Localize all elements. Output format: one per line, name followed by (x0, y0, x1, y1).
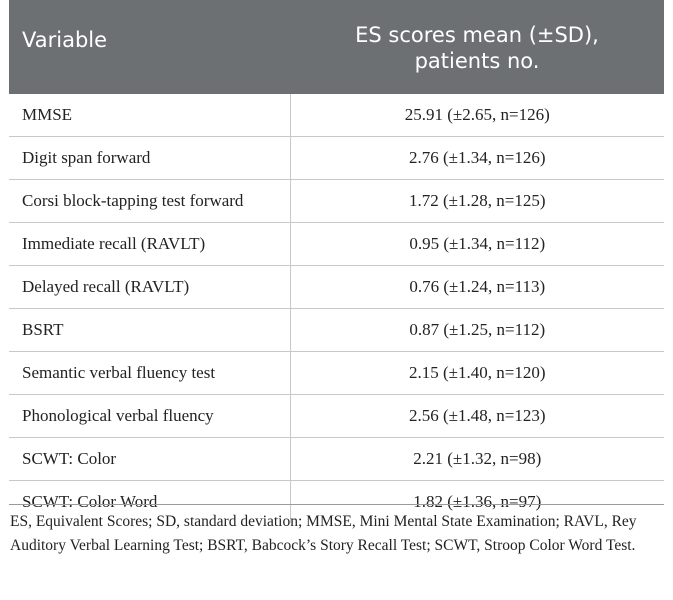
table-row: SCWT: Color Word 1.82 (±1.36, n=97) (9, 480, 664, 523)
table-row: Semantic verbal fluency test 2.15 (±1.40… (9, 351, 664, 395)
table-footnote: ES, Equivalent Scores; SD, standard devi… (10, 513, 637, 554)
value-cell: 0.76 (±1.24, n=113) (290, 265, 664, 309)
table-row: Delayed recall (RAVLT) 0.76 (±1.24, n=11… (9, 265, 664, 309)
variable-cell: Semantic verbal fluency test (9, 351, 291, 395)
table-row: SCWT: Color 2.21 (±1.32, n=98) (9, 437, 664, 481)
header-es-scores-line1: ES scores mean (±SD), (355, 23, 599, 47)
variable-cell: Digit span forward (9, 136, 291, 180)
variable-cell: Phonological verbal fluency (9, 394, 291, 438)
value-cell: 0.95 (±1.34, n=112) (290, 222, 664, 266)
value-cell: 1.72 (±1.28, n=125) (290, 179, 664, 223)
table-bottom-rule (9, 504, 664, 505)
value-cell: 2.21 (±1.32, n=98) (290, 437, 664, 481)
header-row: Variable ES scores mean (±SD), patients … (9, 0, 664, 94)
value-cell: 1.82 (±1.36, n=97) (413, 492, 542, 511)
variable-cell: Immediate recall (RAVLT) (9, 222, 291, 266)
variable-cell: BSRT (9, 308, 291, 352)
variable-cell: MMSE (9, 94, 291, 137)
value-cell: 2.56 (±1.48, n=123) (290, 394, 664, 438)
table-row: BSRT 0.87 (±1.25, n=112) (9, 308, 664, 352)
table-row: Digit span forward 2.76 (±1.34, n=126) (9, 136, 664, 180)
variable-cell: SCWT: Color Word (9, 480, 291, 523)
table-row: Immediate recall (RAVLT) 0.95 (±1.34, n=… (9, 222, 664, 266)
variable-cell: Delayed recall (RAVLT) (9, 265, 291, 309)
value-cell: 2.15 (±1.40, n=120) (290, 351, 664, 395)
value-cell: 0.87 (±1.25, n=112) (290, 308, 664, 352)
table-row: Corsi block-tapping test forward 1.72 (±… (9, 179, 664, 223)
header-variable: Variable (9, 0, 290, 94)
value-cell: 25.91 (±2.65, n=126) (290, 94, 664, 137)
variable-cell: SCWT: Color (9, 437, 291, 481)
table-row: MMSE 25.91 (±2.65, n=126) (9, 94, 664, 137)
header-es-scores-line2: patients no. (414, 49, 540, 73)
variable-cell: Corsi block-tapping test forward (9, 179, 291, 223)
header-es-scores: ES scores mean (±SD), patients no. (290, 0, 664, 94)
table-row: Phonological verbal fluency 2.56 (±1.48,… (9, 394, 664, 438)
value-cell: 2.76 (±1.34, n=126) (290, 136, 664, 180)
results-table: Variable ES scores mean (±SD), patients … (9, 0, 664, 523)
